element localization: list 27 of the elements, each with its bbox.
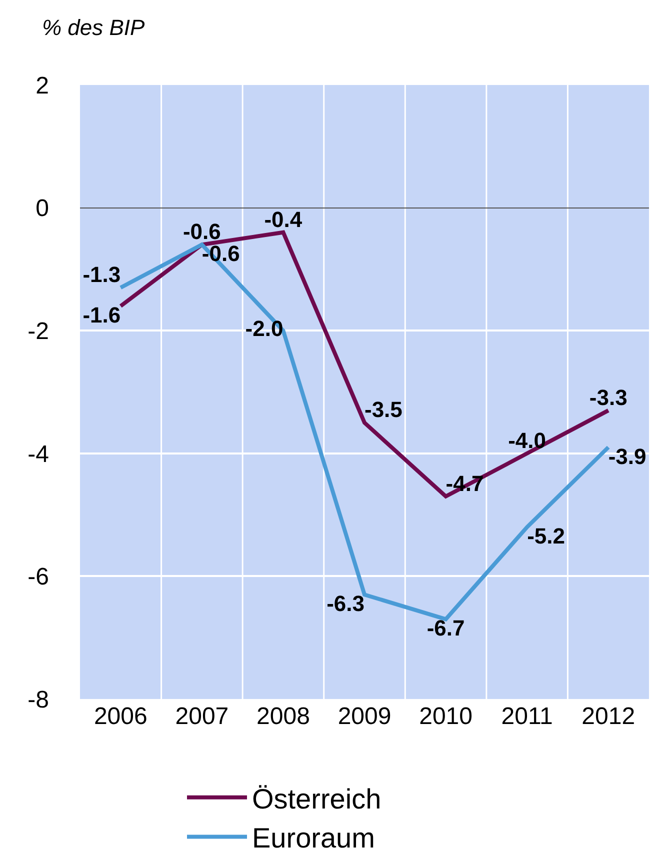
data-label: -1.6 [82, 302, 121, 328]
data-label: -4.0 [508, 428, 546, 453]
x-tick-label: 2010 [419, 703, 472, 730]
y-tick-label: 2 [36, 72, 49, 100]
y-tick-label: -2 [28, 318, 49, 345]
y-tick-label: -4 [28, 440, 49, 468]
x-tick-label: 2011 [501, 703, 553, 730]
data-label: -6.3 [326, 591, 364, 616]
x-tick-label: 2009 [338, 703, 392, 730]
y-tick-label: -8 [28, 686, 49, 714]
y-tick-label: -6 [28, 564, 49, 591]
data-label: -2.0 [245, 316, 284, 342]
x-tick-label: 2012 [582, 703, 636, 730]
y-tick-label: 0 [36, 195, 49, 222]
data-label: -3.9 [608, 444, 646, 469]
y-axis-title: % des BIP [42, 15, 146, 40]
data-label: -0.4 [264, 206, 303, 232]
legend-label: Österreich [252, 783, 382, 814]
legend-label: Euroraum [252, 822, 375, 854]
x-tick-label: 2007 [175, 703, 229, 730]
data-label: -3.3 [589, 384, 628, 410]
x-tick-label: 2008 [256, 703, 310, 730]
data-label: -3.5 [364, 397, 402, 422]
x-tick-label: 2006 [94, 703, 148, 730]
data-label: -6.7 [426, 616, 465, 641]
data-label: -5.2 [527, 524, 565, 549]
data-label: -1.3 [82, 262, 121, 288]
